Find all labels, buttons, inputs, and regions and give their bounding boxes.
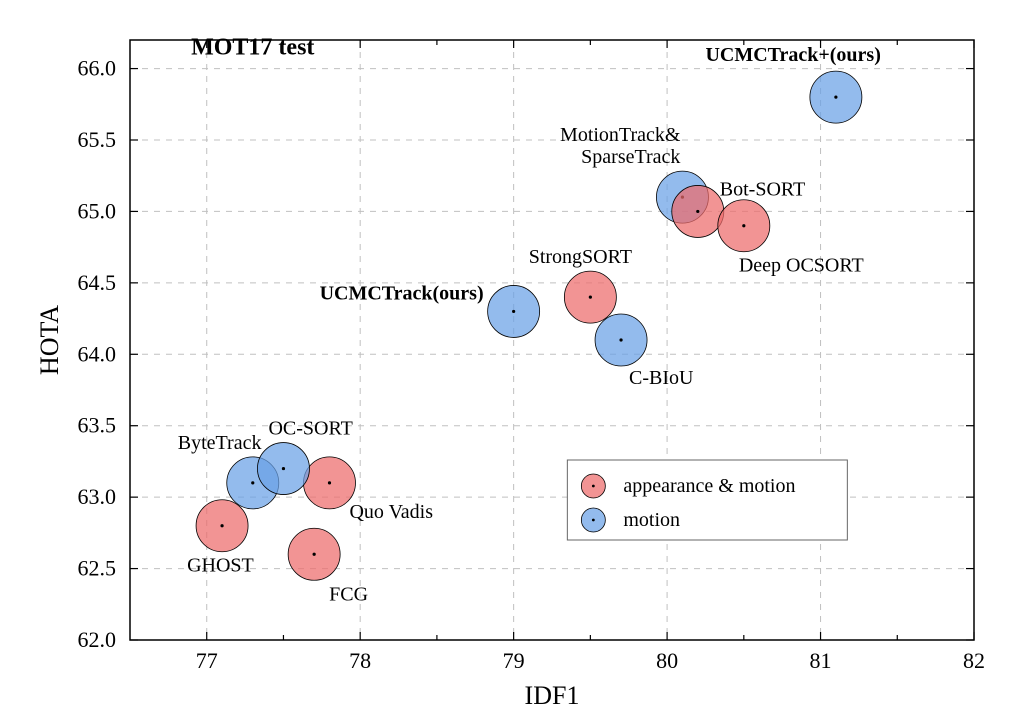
scatter-point-center [742,224,745,227]
point-label: StrongSORT [529,246,632,268]
legend-box [567,460,847,540]
scatter-chart: GHOST FCG Quo Vadis ByteTrack OC-SORT UCMCTra… [0,0,1014,724]
scatter-point-center [282,467,285,470]
scatter-point-center [220,524,223,527]
x-tick-label: 77 [196,648,218,673]
x-axis-title: IDF1 [525,681,580,710]
point-label: Bot-SORT [720,178,805,200]
x-tick-label: 78 [349,648,371,673]
scatter-point-center [589,296,592,299]
legend-label: motion [623,509,680,531]
scatter-point-center [619,338,622,341]
x-tick-label: 79 [503,648,525,673]
scatter-point-center [696,210,699,213]
y-tick-label: 65.5 [78,127,117,152]
scatter-point-center [834,96,837,99]
scatter-point-center [313,553,316,556]
legend-label: appearance & motion [623,475,795,497]
point-label: UCMCTrack(ours) [320,282,484,304]
scatter-point-center [251,481,254,484]
y-tick-label: 62.5 [78,556,117,581]
y-tick-label: 64.5 [78,270,117,295]
point-label: Quo Vadis [349,501,433,523]
y-tick-label: 65.0 [78,198,117,223]
y-tick-label: 64.0 [78,341,117,366]
point-label: FCG [329,583,368,605]
y-tick-label: 63.0 [78,484,117,509]
y-tick-label: 62.0 [78,627,117,652]
point-label: C-BIoU [629,367,694,389]
point-label: OC-SORT [268,418,352,440]
y-tick-label: 66.0 [78,56,117,81]
x-tick-label: 80 [656,648,678,673]
point-label: UCMCTrack+(ours) [705,44,880,66]
point-label: ByteTrack [178,432,262,454]
x-tick-label: 82 [963,648,985,673]
panel-title: MOT17 test [191,34,314,60]
point-label: GHOST [187,555,254,577]
y-axis-title: HOTA [35,305,64,375]
x-tick-label: 81 [810,648,832,673]
point-label: Deep OCSORT [739,255,864,277]
scatter-point-center [328,481,331,484]
legend-marker-center [592,519,595,522]
y-tick-label: 63.5 [78,413,117,438]
scatter-point-center [512,310,515,313]
legend-marker-center [592,485,595,488]
